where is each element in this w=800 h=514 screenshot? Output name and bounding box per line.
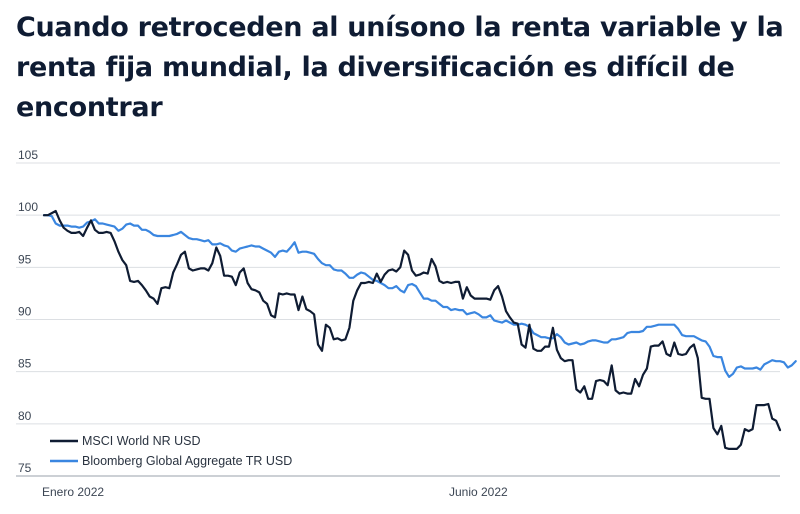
series-line-bloomberg-global-aggregate (42, 214, 797, 378)
y-tick-label: 85 (18, 357, 32, 371)
series-lines (42, 209, 797, 450)
y-tick-label: 90 (18, 305, 32, 319)
chart-title: Cuando retroceden al unísono la renta va… (16, 12, 784, 123)
y-tick-label: 75 (18, 461, 32, 475)
y-tick-label: 105 (18, 148, 38, 162)
x-axis-ticks: Enero 2022 Junio 2022 (42, 485, 508, 499)
legend-label-msci-world: MSCI World NR USD (82, 434, 201, 448)
y-tick-label: 80 (18, 409, 32, 423)
gridlines (16, 162, 780, 477)
y-tick-label: 95 (18, 252, 32, 266)
y-axis-ticks: 75 80 85 90 95 100 105 (18, 148, 38, 475)
x-tick-label: Junio 2022 (449, 485, 508, 499)
series-line-msci-world (42, 209, 782, 450)
x-tick-label: Enero 2022 (42, 485, 104, 499)
legend-label-bloomberg-global-aggregate: Bloomberg Global Aggregate TR USD (82, 454, 292, 468)
legend: MSCI World NR USD Bloomberg Global Aggre… (50, 434, 292, 468)
y-tick-label: 100 (18, 200, 38, 214)
